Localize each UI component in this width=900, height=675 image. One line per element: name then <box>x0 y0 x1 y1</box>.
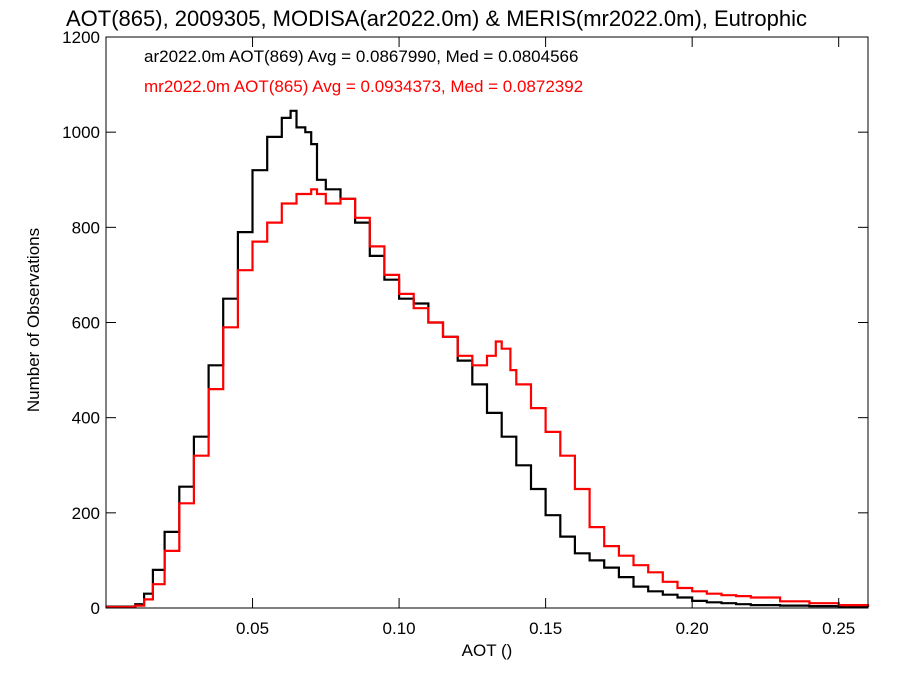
legend-entry-series-1: ar2022.0m AOT(869) Avg = 0.0867990, Med … <box>144 47 578 66</box>
y-tick-label: 800 <box>72 218 100 237</box>
y-tick-label: 1200 <box>62 28 100 47</box>
x-tick-label: 0.05 <box>236 619 269 638</box>
x-tick-label: 0.10 <box>383 619 416 638</box>
x-tick-label: 0.25 <box>822 619 855 638</box>
y-axis-label: Number of Observations <box>24 228 43 412</box>
series-line-2 <box>106 188 870 609</box>
x-axis-label: AOT () <box>462 641 513 660</box>
legend-entry-series-2: mr2022.0m AOT(865) Avg = 0.0934373, Med … <box>144 77 583 96</box>
y-tick-label: 600 <box>72 314 100 333</box>
plot-area <box>106 109 870 609</box>
plot-frame <box>105 36 869 609</box>
ticks-group: 0.05 0.10 0.15 0.20 0.25 0 200 400 600 800 1000 120… <box>62 28 868 638</box>
y-tick-label: 1000 <box>62 123 100 142</box>
y-tick-label: 200 <box>72 504 100 523</box>
y-tick-label: 400 <box>72 409 100 428</box>
x-tick-label: 0.15 <box>529 619 562 638</box>
x-tick-label: 0.20 <box>676 619 709 638</box>
y-tick-label: 0 <box>91 599 100 618</box>
chart-title: AOT(865), 2009305, MODISA(ar2022.0m) & M… <box>66 6 807 31</box>
